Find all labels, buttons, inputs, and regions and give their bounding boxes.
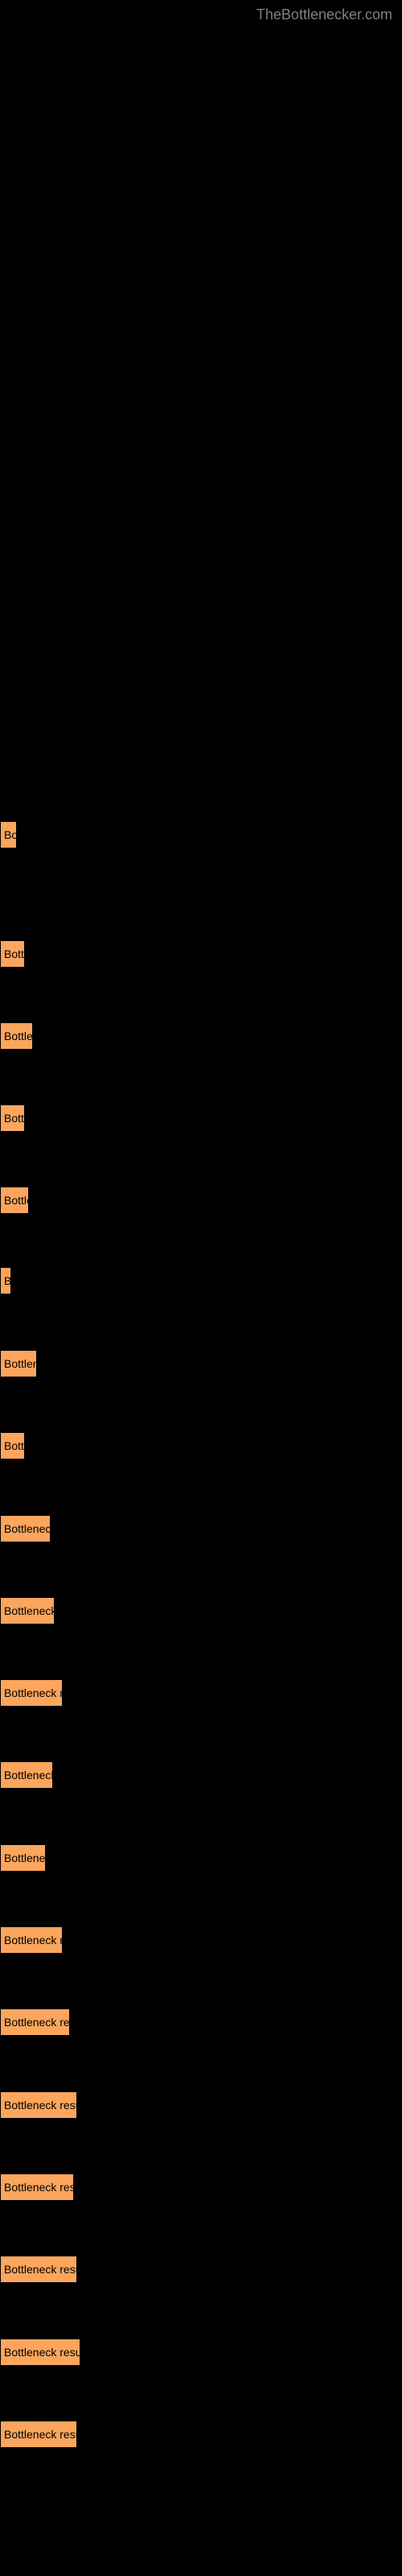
bar-label: Bottleneck result <box>4 2346 80 2359</box>
bar: Bottleneck result <box>0 2339 80 2366</box>
bar-chart: Bot Bottle Bottlene Bottle Bottler Bo Bottlene… <box>0 821 338 2560</box>
bar-row: Bottleneck re <box>0 1515 51 1542</box>
bar: Bottler <box>0 1187 29 1214</box>
bar: Bottleneck result <box>0 2421 77 2448</box>
bar-row: Bottleneck result <box>0 2091 77 2119</box>
bar-label: Bot <box>4 828 17 841</box>
bar-row: Bot <box>0 821 17 848</box>
bar-row: Bottleneck result <box>0 2421 77 2448</box>
bar-row: Bottleneck result <box>0 1926 63 1954</box>
bar-row: Bottleneck resu <box>0 1761 53 1789</box>
watermark-text: TheBottlenecker.com <box>256 6 392 23</box>
bar: Bottlenec <box>0 1350 37 1377</box>
bar-row: Bottlene <box>0 1022 33 1050</box>
bar: Bottleneck result <box>0 1926 63 1954</box>
bar-label: Bottleneck r <box>4 1852 46 1864</box>
bar: Bottleneck res <box>0 1597 55 1624</box>
bar-label: Bottleneck res <box>4 1604 55 1617</box>
bar: Bottleneck resu <box>0 1761 53 1789</box>
bar-label: Bottlene <box>4 1030 33 1042</box>
bar: Bottleneck result <box>0 2091 77 2119</box>
bar-row: Bottleneck result <box>0 2174 74 2201</box>
bar-row: Bottleneck result <box>0 2008 70 2036</box>
bar: Bottle <box>0 940 25 968</box>
bar-label: Bottleneck result <box>4 2263 77 2276</box>
bar-row: Bottleneck result <box>0 2256 77 2283</box>
bar-row: Bo <box>0 1267 11 1294</box>
bar: Bo <box>0 1267 11 1294</box>
bar-label: Bottle <box>4 1439 25 1452</box>
bar-row: Bottle <box>0 1104 25 1132</box>
bar-label: Bottleneck re <box>4 1522 51 1535</box>
bar: Bot <box>0 821 17 848</box>
bar: Bottleneck result <box>0 2008 70 2036</box>
bar-label: Bottleneck result <box>4 2181 74 2194</box>
bar-label: Bottle <box>4 1112 25 1125</box>
bar-label: Bottle <box>4 947 25 960</box>
bar-row: Bottlenec <box>0 1350 37 1377</box>
bar: Bottleneck re <box>0 1515 51 1542</box>
bar: Bottleneck result <box>0 2256 77 2283</box>
bar-label: Bottleneck result <box>4 2099 77 2112</box>
bar: Bottle <box>0 1432 25 1459</box>
bar-label: Bottlenec <box>4 1357 37 1370</box>
bar-row: Bottle <box>0 1432 25 1459</box>
bar: Bottleneck result <box>0 2174 74 2201</box>
bar-row: Bottler <box>0 1187 29 1214</box>
bar: Bottleneck result <box>0 1679 63 1707</box>
bar: Bottlene <box>0 1022 33 1050</box>
bar-row: Bottleneck r <box>0 1844 46 1872</box>
bar-row: Bottleneck res <box>0 1597 55 1624</box>
bar-row: Bottleneck result <box>0 1679 63 1707</box>
bar-row: Bottleneck result <box>0 2339 80 2366</box>
bar-label: Bottleneck result <box>4 1686 63 1699</box>
bar: Bottle <box>0 1104 25 1132</box>
bar-row: Bottle <box>0 940 25 968</box>
bar-label: Bottleneck result <box>4 2428 77 2441</box>
bar-label: Bo <box>4 1274 11 1287</box>
bar-label: Bottleneck result <box>4 1934 63 1946</box>
bar-label: Bottler <box>4 1194 29 1207</box>
bar-label: Bottleneck resu <box>4 1769 53 1781</box>
bar-label: Bottleneck result <box>4 2016 70 2029</box>
bar: Bottleneck r <box>0 1844 46 1872</box>
